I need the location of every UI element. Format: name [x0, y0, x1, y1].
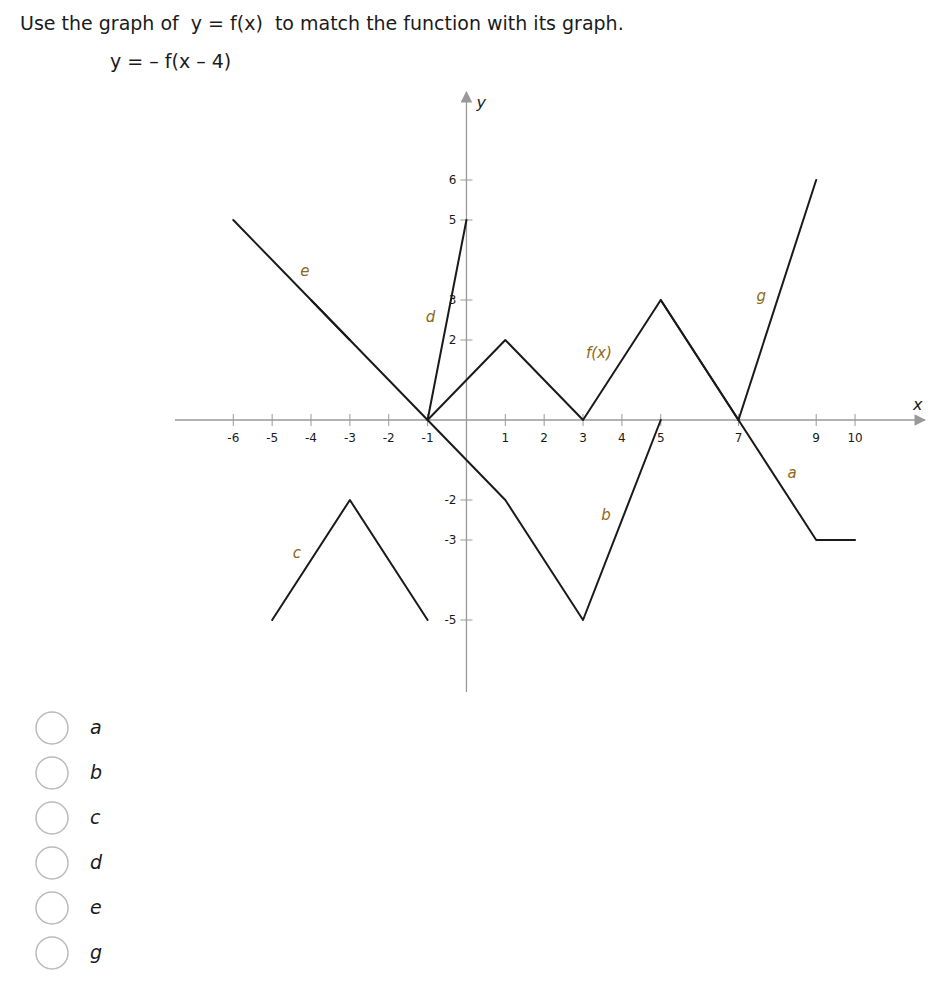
- y-tick: [460, 540, 472, 541]
- x-tick: [388, 414, 389, 426]
- y-axis: [466, 92, 467, 692]
- radio-label[interactable]: d: [90, 851, 103, 873]
- x-tick: [855, 414, 856, 426]
- y-tick: [460, 500, 472, 501]
- radio-button[interactable]: [36, 712, 68, 744]
- x-tick-label: 1: [501, 431, 509, 445]
- x-tick: [505, 414, 506, 426]
- x-tick: [311, 414, 312, 426]
- curve-label: d: [426, 308, 436, 326]
- y-tick-label: 5: [449, 213, 457, 227]
- y-tick-label: 6: [449, 173, 457, 187]
- curve: [738, 420, 855, 540]
- radio-button[interactable]: [36, 892, 68, 924]
- curve-label: b: [601, 506, 611, 524]
- y-axis-label: y: [475, 93, 486, 112]
- x-tick-label: 5: [657, 431, 665, 445]
- curve-label: a: [787, 464, 796, 482]
- radio-button[interactable]: [36, 937, 68, 969]
- x-tick-label: 7: [735, 431, 743, 445]
- y-tick: [460, 340, 472, 341]
- radio-label[interactable]: e: [90, 896, 102, 918]
- curve-labels: f(x) e d g b c a: [293, 262, 797, 562]
- y-tick: [460, 300, 472, 301]
- curve-label: f(x): [586, 344, 612, 362]
- radio-button[interactable]: [36, 802, 68, 834]
- x-tick-label: -6: [227, 431, 239, 445]
- x-tick-label: 10: [847, 431, 862, 445]
- y-tick-label: -2: [444, 493, 456, 507]
- curves: [233, 180, 855, 620]
- x-tick: [272, 414, 273, 426]
- x-tick-label: 9: [812, 431, 820, 445]
- subtitle: y = – f(x – 4): [110, 50, 231, 72]
- y-tick-label: -3: [444, 533, 456, 547]
- y-tick: [460, 180, 472, 181]
- curve: [311, 220, 466, 420]
- radio-label[interactable]: g: [90, 941, 102, 963]
- curve-label: e: [300, 262, 309, 280]
- x-axis: [175, 419, 925, 420]
- x-tick: [816, 414, 817, 426]
- x-tick-label: -3: [344, 431, 356, 445]
- y-tick-label: 2: [449, 333, 457, 347]
- x-tick-label: -2: [383, 431, 395, 445]
- radio-label[interactable]: b: [90, 761, 102, 783]
- x-tick: [621, 414, 622, 426]
- radio-label[interactable]: c: [90, 806, 101, 828]
- curve: [428, 420, 661, 620]
- chart: Use the graph of y = f(x) to match the f…: [0, 0, 950, 986]
- title: Use the graph of y = f(x) to match the f…: [20, 12, 624, 34]
- curve: [272, 500, 427, 620]
- x-tick: [544, 414, 545, 426]
- x-tick-label: 2: [540, 431, 548, 445]
- radio-button[interactable]: [36, 757, 68, 789]
- x-axis-label: x: [912, 395, 923, 414]
- x-tick-label: -4: [305, 431, 317, 445]
- x-tick-label: -1: [422, 431, 434, 445]
- x-tick: [349, 414, 350, 426]
- curve: [661, 180, 816, 420]
- y-tick-label: -5: [444, 613, 456, 627]
- curve: [428, 300, 739, 420]
- radio-button[interactable]: [36, 847, 68, 879]
- curve-label: c: [293, 544, 302, 562]
- radio-label[interactable]: a: [90, 716, 102, 738]
- x-tick: [233, 414, 234, 426]
- curve-label: g: [756, 287, 766, 305]
- x-tick-label: 3: [579, 431, 587, 445]
- x-tick-label: 4: [618, 431, 626, 445]
- x-tick-label: -5: [266, 431, 278, 445]
- y-tick: [460, 620, 472, 621]
